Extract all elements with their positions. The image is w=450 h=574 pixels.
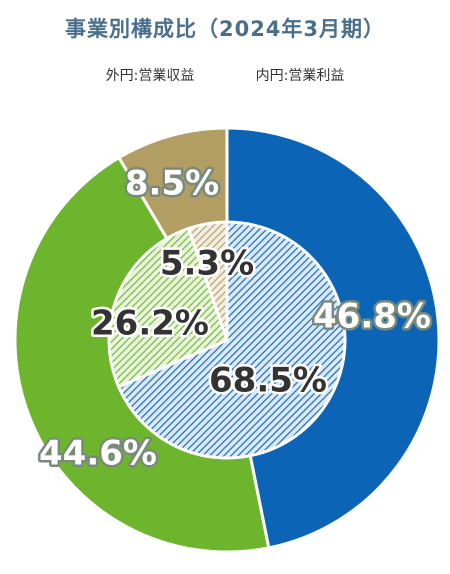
data-label: 68.5%	[209, 361, 327, 401]
data-label: 26.2%	[91, 304, 209, 344]
slice	[107, 226, 229, 389]
subtitle: 外円:営業収益	[106, 68, 195, 84]
data-label: 46.8%	[313, 297, 431, 337]
data-label: 44.6%	[39, 434, 157, 474]
slice	[186, 220, 229, 341]
chart-title: 事業別構成比（2024年3月期）	[65, 17, 385, 41]
data-label: 5.3%	[160, 244, 254, 284]
data-label: 8.5%	[125, 164, 219, 204]
subtitle: 内円:営業利益	[256, 68, 345, 84]
slice	[116, 220, 347, 460]
